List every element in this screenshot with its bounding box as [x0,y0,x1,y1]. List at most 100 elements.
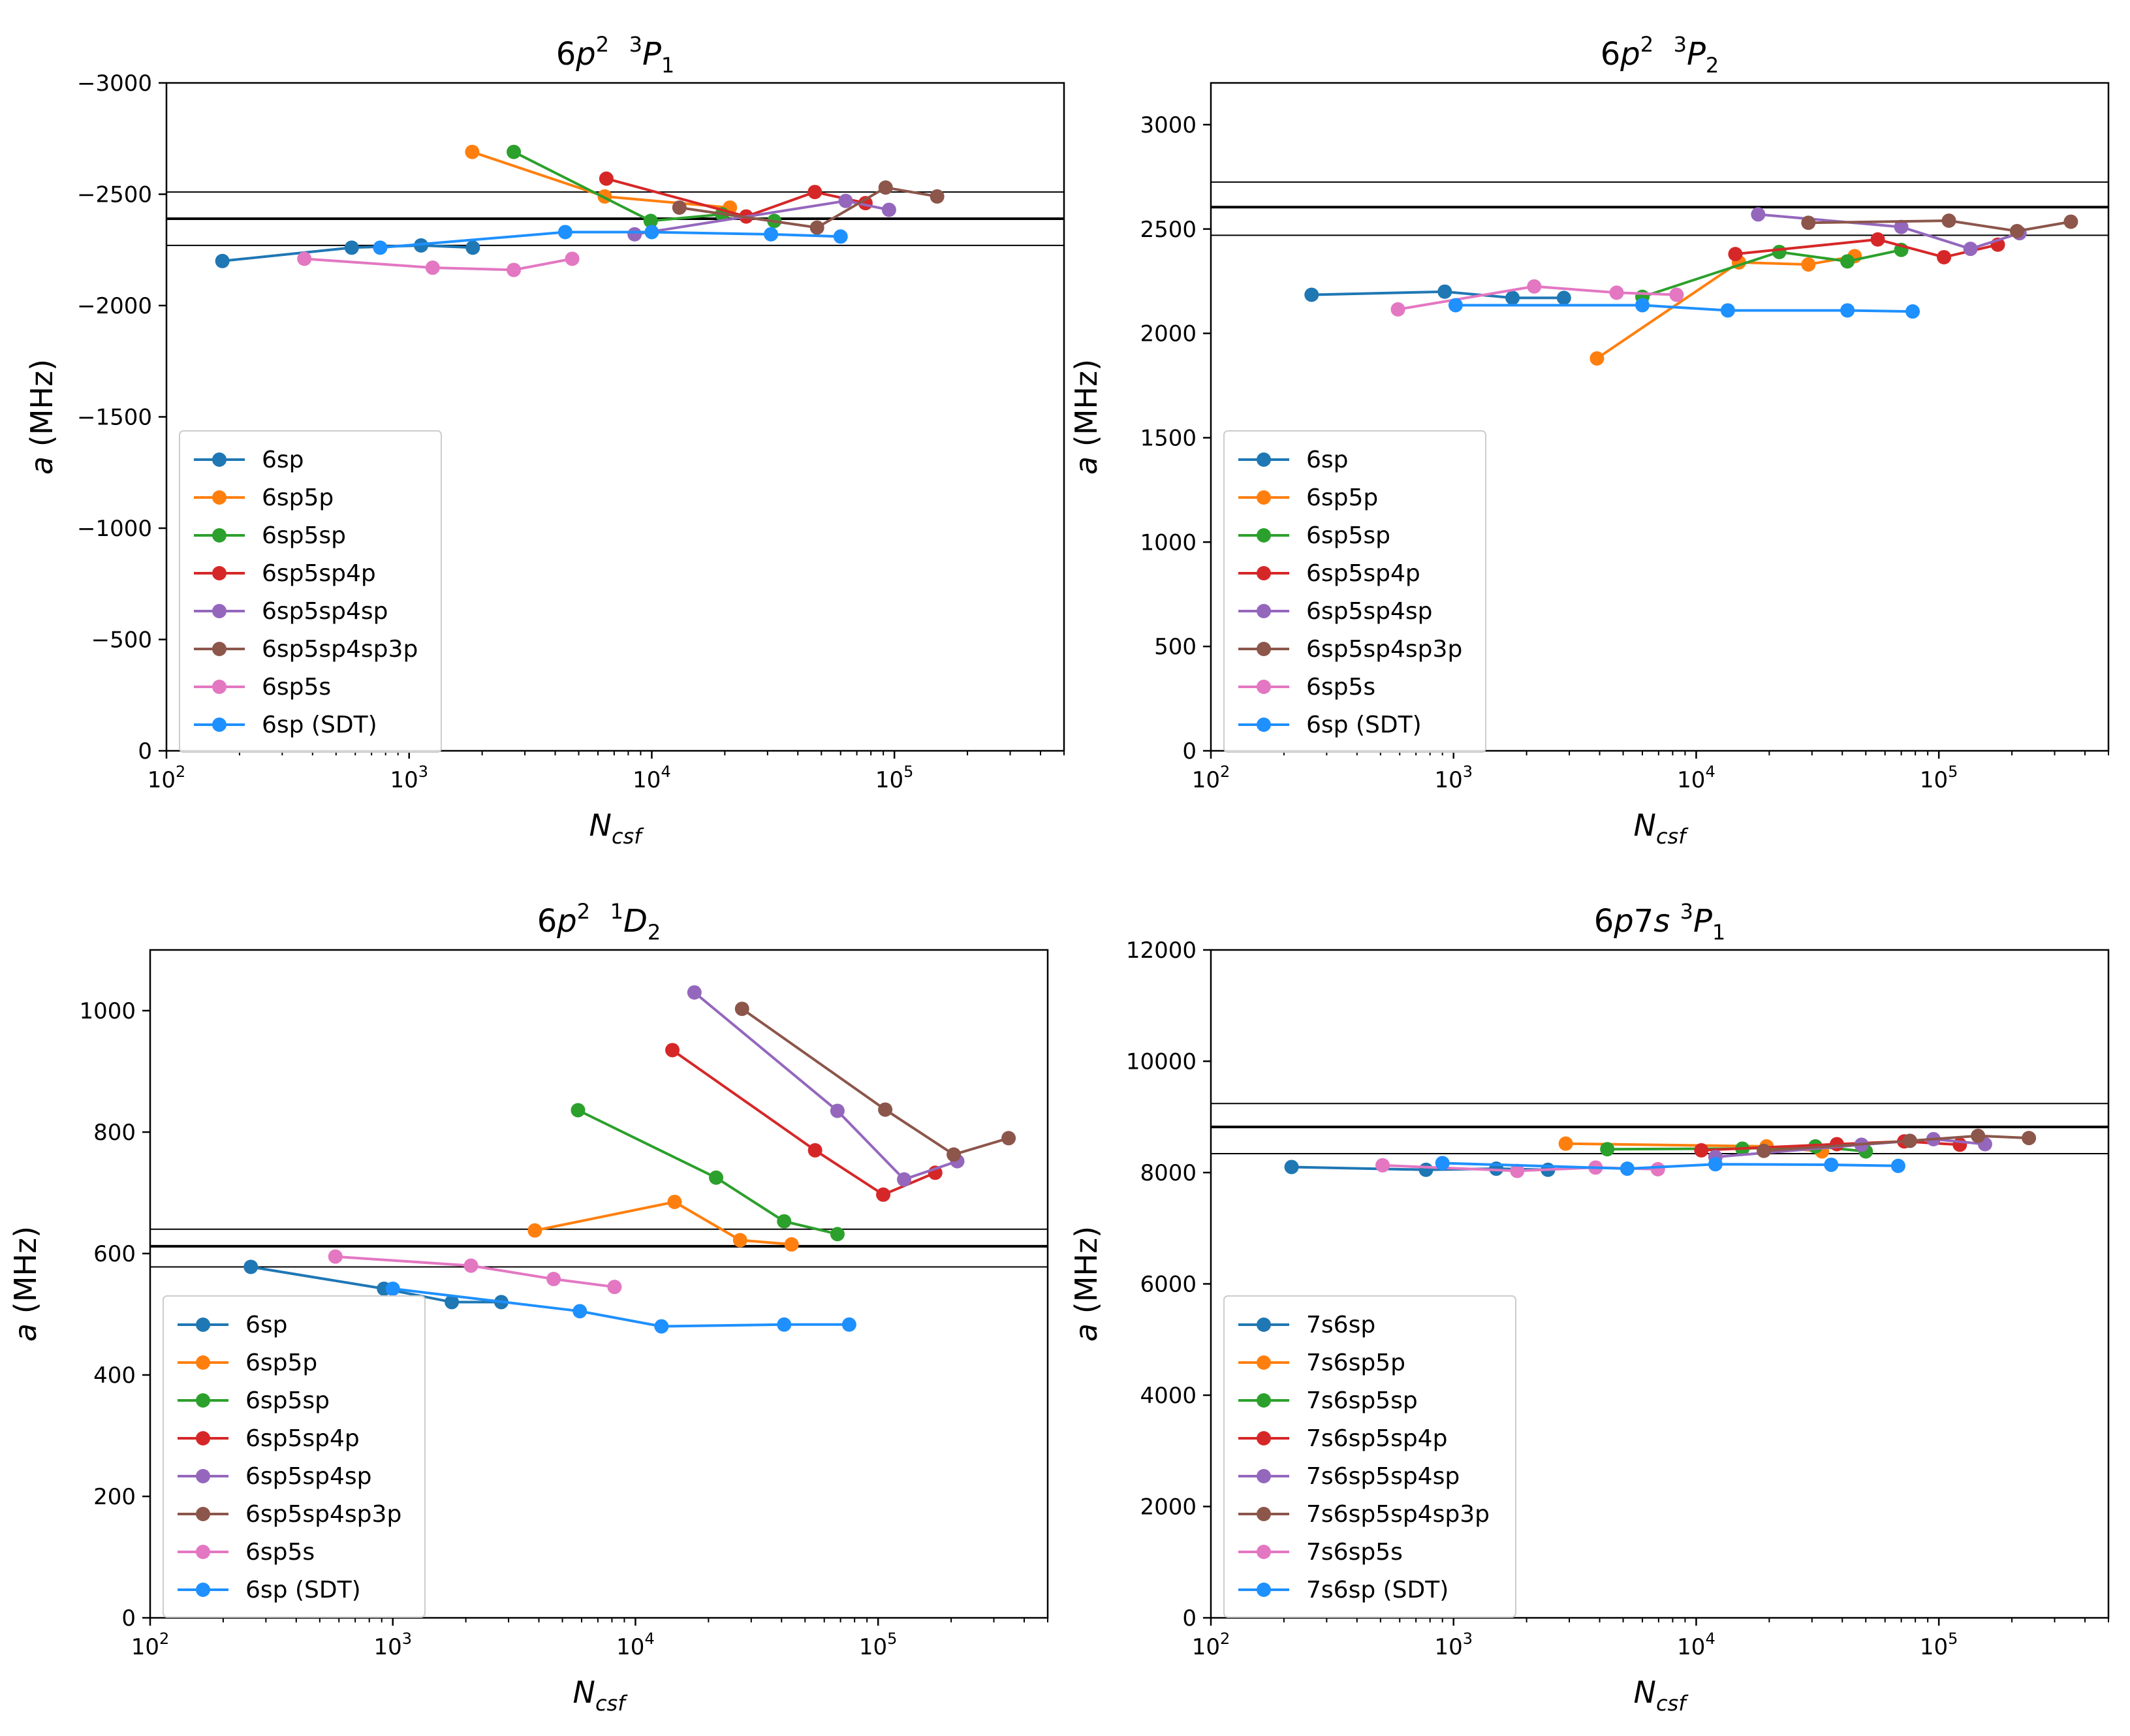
data-point [557,225,572,240]
data-point [465,240,480,255]
y-tick-label: 800 [93,1120,136,1146]
data-point [809,220,824,235]
y-tick-label: 1500 [1140,425,1197,451]
y-tick-label: −2000 [77,293,152,319]
legend-marker [212,718,227,732]
data-point [1890,1158,1905,1173]
legend-marker [1257,680,1271,694]
legend-box [179,430,442,753]
legend-marker [212,528,227,543]
data-point [1418,1162,1433,1177]
data-point [1001,1131,1016,1146]
series-6sp5p [527,1194,799,1252]
data-point [571,1103,586,1118]
data-point [607,1280,622,1295]
y-axis-label: a (MHz) [8,1226,43,1342]
x-tick-label: 102 [1192,763,1230,793]
y-tick-label: −500 [91,627,152,654]
data-point [1937,249,1952,264]
data-point [1963,242,1978,257]
plot-frame [149,949,1049,1619]
data-point [897,1172,912,1187]
data-point [687,985,702,1000]
legend-marker [196,1355,210,1370]
legend-marker [1257,490,1271,505]
data-point [1635,298,1650,313]
series-line [693,991,958,1181]
data-point [1304,287,1319,302]
data-point [1772,244,1787,259]
data-point [1840,303,1855,318]
y-tick-label: 10000 [1126,1049,1197,1075]
data-point [838,193,853,208]
series-line [1398,285,1677,311]
title-space [1670,903,1680,939]
series-6sp5sp4sp3p [1801,213,2078,238]
chart-title: 6p2 3P1 [556,32,675,78]
x-tick-label: 104 [633,763,671,793]
legend-entry-label: 6sp5sp4p [245,1425,360,1452]
data-point [881,202,896,217]
series-6sp5sp4sp3p [672,180,945,235]
series-6sp [1304,284,1571,306]
series-6sp5sp4sp [627,193,896,242]
y-tick-label: 400 [93,1363,136,1389]
legend-entry-label: 7s6sp5sp4p [1306,1425,1447,1452]
x-axis-label: Ncsf [573,1675,629,1716]
legend-entry-label: 7s6sp5sp4sp [1306,1463,1460,1490]
legend-entry-label: 6sp [1306,447,1349,473]
legend-entry-label: 7s6sp [1306,1312,1375,1338]
data-point [807,185,822,200]
y-tick-label: 600 [93,1241,136,1267]
data-point [1971,1128,1986,1143]
legend-box [1223,1295,1516,1618]
y-tick-label: 3000 [1140,112,1197,138]
data-point [830,1227,845,1242]
y-axis-label: a (MHz) [24,359,59,475]
legend-marker [1257,566,1271,580]
data-point [1694,1143,1709,1158]
legend: 6sp 6sp5p 6sp5sp 6sp5sp4p 6sp5sp4sp 6sp5sp4sp… [163,1295,426,1618]
series-6sp5sp4sp3p [734,1002,1016,1162]
data-point [527,1223,542,1238]
x-tick-label: 102 [131,1630,170,1660]
data-point [1448,298,1463,313]
data-point [627,227,642,242]
data-point [599,171,614,186]
data-point [1720,303,1735,318]
data-point [1757,1143,1772,1158]
series-line [1763,1134,2029,1152]
data-point [665,1043,680,1058]
y-tick-label: 2000 [1140,321,1197,347]
data-point [2022,1131,2037,1146]
legend-box [1223,430,1486,753]
data-point [930,189,945,204]
data-point [2063,214,2078,229]
data-point [1609,285,1624,300]
data-point [565,251,580,266]
data-point [546,1272,561,1287]
x-tick-label: 105 [875,763,914,793]
data-point [425,260,440,276]
data-point [1527,279,1542,294]
legend: 6sp 6sp5p 6sp5sp 6sp5sp4p 6sp5sp4sp 6sp5sp4sp… [179,430,442,753]
data-point [297,251,312,266]
legend-entry-label: 6sp5sp4sp3p [1306,636,1462,663]
series-line [1642,248,1902,298]
x-tick-label: 105 [1920,763,1958,793]
data-point [1284,1160,1299,1175]
legend-marker [1257,1545,1271,1559]
series-line [1808,219,2071,233]
plot-frame [1210,82,2110,752]
legend-entry-label: 6sp5sp4sp3p [245,1501,401,1528]
data-point [1556,291,1571,306]
chart-panel-1: 0 −500 −1000 −1500 −2000 −2500 −3000 102 103 104 1… [24,32,1065,849]
legend-entry-label: 7s6sp5p [1306,1349,1405,1376]
x-axis-label: Ncsf [589,808,645,849]
y-tick-label: 0 [1182,738,1197,765]
data-point [1870,232,1885,247]
data-point [1952,1137,1967,1152]
x-tick-label: 103 [390,763,428,793]
data-point [1437,284,1452,299]
legend-entry-label: 6sp5s [1306,674,1375,701]
